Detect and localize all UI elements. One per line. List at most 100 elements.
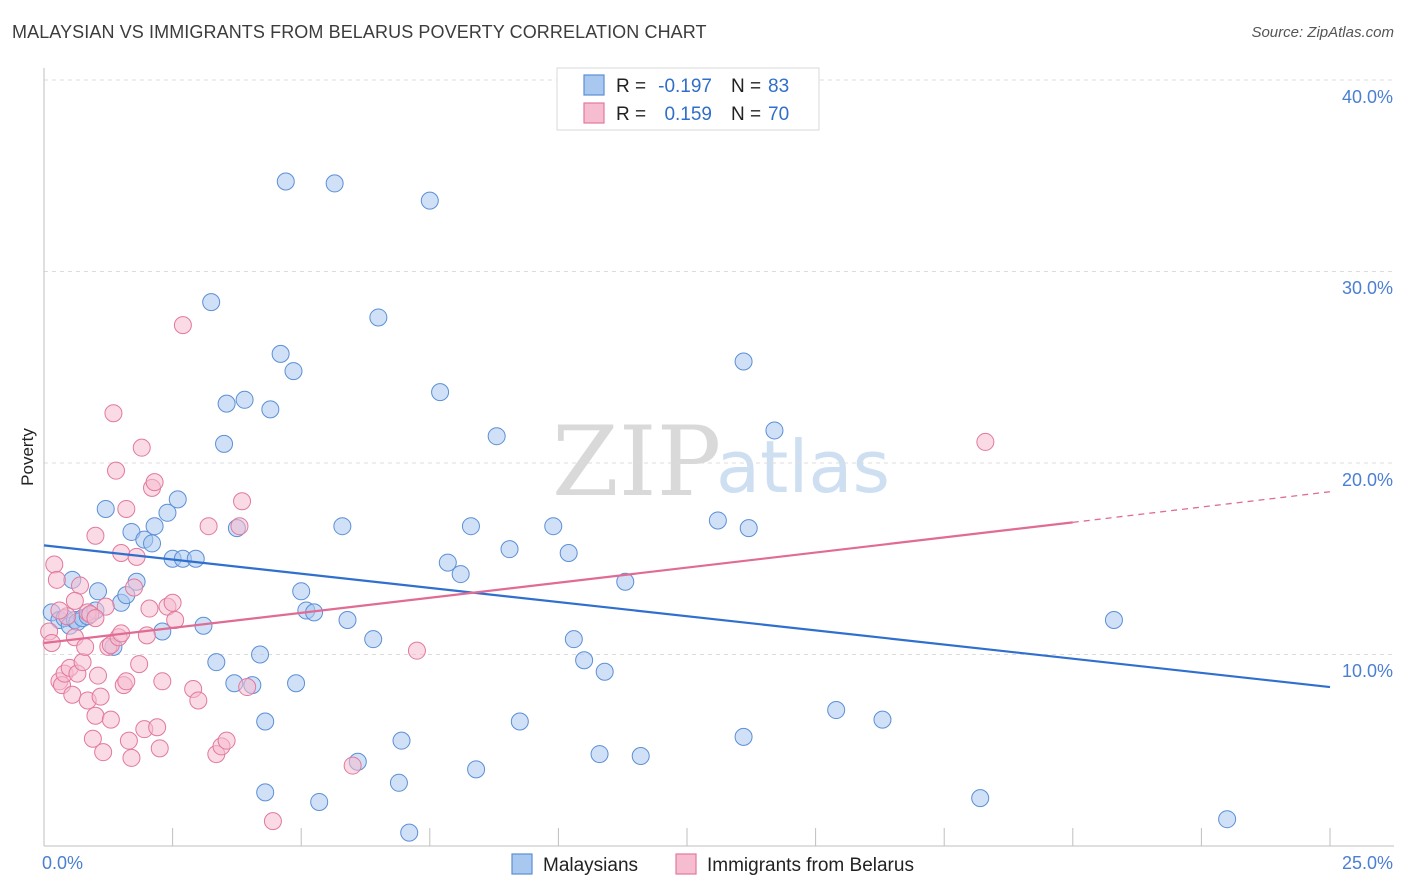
series-legend: Malaysians Immigrants from Belarus (511, 853, 914, 876)
malaysians-point-18 (143, 534, 162, 553)
malaysians-point-54 (392, 731, 411, 750)
stats-legend-r-value-1: 0.159 (664, 104, 712, 125)
belarus-point-12 (71, 576, 90, 595)
malaysians-point-68 (575, 651, 594, 670)
series-belarus-points (40, 316, 995, 831)
malaysians-point-70 (595, 662, 614, 681)
series-malaysians-points (42, 172, 1237, 842)
stats-legend-n-value-0: 83 (768, 76, 789, 97)
belarus-point-62 (238, 678, 257, 697)
trend-line-malaysians (43, 544, 1331, 689)
malaysians-point-57 (431, 383, 450, 402)
belarus-point-34 (117, 672, 136, 691)
malaysians-point-23 (168, 490, 187, 509)
malaysians-point-66 (559, 544, 578, 563)
belarus-point-13 (73, 653, 92, 672)
malaysians-point-48 (333, 517, 352, 536)
stats-legend-swatch-belarus (583, 102, 605, 124)
malaysians-point-21 (158, 503, 177, 522)
malaysians-point-53 (389, 773, 408, 792)
belarus-point-18 (83, 729, 102, 748)
malaysians-point-42 (287, 674, 306, 693)
watermark-zip: ZIP (552, 406, 721, 518)
stats-legend-r-label-0: R = (616, 76, 646, 97)
malaysians-point-47 (325, 174, 344, 193)
belarus-point-55 (189, 691, 208, 710)
malaysians-point-11 (96, 499, 115, 518)
belarus-point-35 (117, 499, 136, 518)
malaysians-point-72 (631, 746, 650, 765)
belarus-point-9 (63, 685, 82, 704)
belarus-point-59 (217, 731, 236, 750)
belarus-point-69 (65, 591, 84, 610)
watermark-atlas: atlas (716, 425, 890, 509)
belarus-point-37 (122, 748, 141, 767)
chart-title: MALAYSIAN VS IMMIGRANTS FROM BELARUS POV… (12, 22, 707, 42)
malaysians-point-58 (438, 553, 457, 572)
belarus-point-63 (263, 812, 282, 831)
series-legend-label-belarus: Immigrants from Belarus (707, 855, 914, 876)
malaysians-point-59 (451, 565, 470, 584)
y-axis-title: Poverty (18, 428, 37, 486)
belarus-point-19 (86, 526, 105, 545)
belarus-point-23 (94, 743, 113, 762)
malaysians-point-40 (276, 172, 295, 191)
belarus-point-49 (153, 672, 172, 691)
belarus-point-56 (199, 517, 218, 536)
malaysians-point-79 (873, 710, 892, 729)
malaysians-point-37 (256, 783, 275, 802)
belarus-point-29 (107, 461, 126, 480)
belarus-point-46 (145, 473, 164, 492)
x-tick-label-min: 0.0% (42, 853, 83, 873)
malaysians-point-52 (369, 308, 388, 327)
y-tick-label-40: 40.0% (1342, 87, 1393, 107)
series-legend-label-malaysians: Malaysians (543, 855, 638, 876)
malaysians-point-62 (487, 427, 506, 446)
stats-legend: R = -0.197 N = 83 R = 0.159 N = 70 (556, 67, 820, 131)
stats-legend-swatch-malaysians (583, 74, 605, 96)
malaysians-point-73 (708, 511, 727, 530)
belarus-point-67 (50, 601, 69, 620)
malaysians-point-76 (734, 352, 753, 371)
malaysians-point-49 (338, 611, 357, 630)
malaysians-point-64 (510, 712, 529, 731)
malaysians-point-61 (467, 760, 486, 779)
belarus-point-68 (86, 609, 105, 628)
malaysians-point-35 (251, 645, 270, 664)
belarus-point-38 (125, 578, 144, 597)
belarus-point-28 (104, 404, 123, 423)
chart-source: Source: ZipAtlas.com (1251, 24, 1394, 41)
y-axis-tick-labels: 10.0% 20.0% 30.0% 40.0% (1342, 87, 1393, 681)
malaysians-point-30 (217, 394, 236, 413)
malaysians-point-51 (364, 630, 383, 649)
malaysians-point-69 (590, 745, 609, 764)
belarus-point-64 (343, 756, 362, 775)
malaysians-point-29 (215, 434, 234, 453)
belarus-point-53 (173, 316, 192, 335)
belarus-point-51 (163, 593, 182, 612)
stats-legend-r-label-1: R = (616, 104, 646, 125)
malaysians-point-25 (186, 549, 205, 568)
malaysians-point-77 (765, 421, 784, 440)
belarus-point-61 (233, 492, 252, 511)
malaysians-point-39 (271, 344, 290, 363)
belarus-point-20 (86, 706, 105, 725)
stats-legend-n-label-1: N = (731, 104, 761, 125)
malaysians-point-78 (827, 701, 846, 720)
y-tick-label-10: 10.0% (1342, 661, 1393, 681)
belarus-point-40 (130, 655, 149, 674)
belarus-point-36 (119, 731, 138, 750)
malaysians-point-38 (261, 400, 280, 419)
malaysians-point-28 (207, 653, 226, 672)
malaysians-point-82 (1218, 810, 1237, 829)
malaysians-point-65 (544, 517, 563, 536)
belarus-point-2 (45, 555, 64, 574)
malaysians-point-60 (461, 517, 480, 536)
malaysians-point-55 (400, 823, 419, 842)
belarus-point-41 (132, 438, 151, 457)
malaysians-point-27 (202, 293, 221, 312)
belarus-point-3 (47, 570, 66, 589)
y-tick-label-30: 30.0% (1342, 278, 1393, 298)
malaysians-point-43 (292, 582, 311, 601)
